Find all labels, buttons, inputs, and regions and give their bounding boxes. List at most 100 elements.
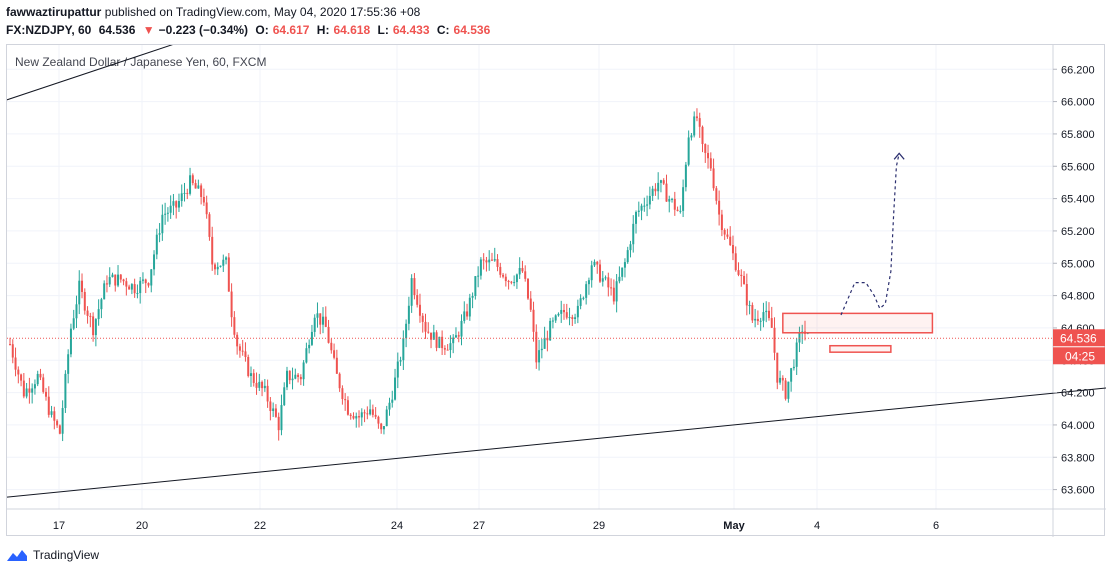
candle-body <box>563 309 565 313</box>
candle-body <box>610 287 613 289</box>
candle-body <box>230 291 233 318</box>
y-tick-label: 65.000 <box>1061 258 1095 270</box>
candle-body <box>626 250 629 263</box>
candle-body <box>482 259 485 261</box>
candle-body <box>720 214 723 231</box>
candle-body <box>657 182 660 192</box>
candle-body <box>122 279 125 282</box>
candle-body <box>272 408 275 412</box>
candle-body <box>493 259 496 261</box>
candle-body <box>496 259 499 267</box>
tradingview-logo-icon[interactable] <box>6 547 28 563</box>
candle-body <box>200 185 203 197</box>
candle-body <box>366 413 369 415</box>
candle-body <box>213 264 216 270</box>
candle-body <box>679 210 682 212</box>
candle-body <box>100 299 103 310</box>
publisher-username[interactable]: fawwaztirupattur <box>6 5 102 19</box>
candle-body <box>39 373 42 378</box>
price-axis: 66.200 66.000 65.800 65.600 65.400 65.200 65.0… <box>1053 64 1095 497</box>
candle-body <box>632 223 635 245</box>
candle-body <box>712 168 715 189</box>
candle-body <box>150 269 153 286</box>
candle-body <box>635 211 638 224</box>
candle-body <box>269 401 272 412</box>
candle-body <box>194 183 197 189</box>
candle-body <box>693 116 696 136</box>
candle-body <box>432 332 435 340</box>
candle-body <box>153 254 156 270</box>
candle-body <box>468 297 471 317</box>
candlestick-chart[interactable]: New Zealand Dollar / Japanese Yen, 60, F… <box>1 42 1112 537</box>
candle-body <box>585 284 588 298</box>
candle-body <box>249 373 252 376</box>
current-price-tag-text: 64.536 <box>1060 331 1097 345</box>
candle-body <box>252 373 255 383</box>
trendline <box>1 42 177 103</box>
candle-body <box>673 198 676 210</box>
candle-body <box>502 274 505 277</box>
candle-body <box>543 337 546 349</box>
candle-body <box>671 198 674 200</box>
candle-body <box>704 144 707 153</box>
candle-body <box>141 279 144 281</box>
candle-body <box>637 210 640 212</box>
candle-body <box>36 373 39 385</box>
candle-body <box>413 278 416 296</box>
candle-body <box>14 357 17 370</box>
candle-body <box>45 391 48 397</box>
candle-body <box>305 348 308 363</box>
candle-body <box>518 268 521 275</box>
candle-body <box>277 416 280 431</box>
candle-body <box>446 349 449 351</box>
candle-body <box>787 381 790 399</box>
brand-name[interactable]: TradingView <box>33 548 100 562</box>
candle-body <box>327 326 330 343</box>
candle-body <box>781 377 784 381</box>
candle-body <box>399 360 402 362</box>
candle-body <box>211 236 214 265</box>
candle-body <box>380 423 383 430</box>
candle-body <box>299 376 302 380</box>
candle-body <box>601 278 604 282</box>
candle-body <box>571 317 574 319</box>
candle-body <box>169 205 172 213</box>
candle-body <box>158 233 161 235</box>
candle-body <box>792 366 795 369</box>
candle-body <box>646 204 649 206</box>
candle-body <box>258 381 261 388</box>
candle-body <box>241 350 244 352</box>
candle-body <box>726 234 729 237</box>
candle-body <box>247 357 250 376</box>
supply-demand-zones <box>782 312 934 353</box>
candle-body <box>612 287 615 302</box>
candle-body <box>773 327 776 353</box>
ohlc-close-label: C: <box>436 23 450 37</box>
x-tick-label: 24 <box>391 520 403 532</box>
y-tick-label: 65.800 <box>1061 129 1095 141</box>
candle-body <box>784 380 787 399</box>
candle-body <box>97 309 100 320</box>
candle-body <box>618 276 621 282</box>
candle-body <box>310 331 313 345</box>
candle-body <box>513 282 516 284</box>
candle-body <box>283 387 286 406</box>
candle-body <box>244 351 247 358</box>
chart-frame[interactable]: New Zealand Dollar / Japanese Yen, 60, F… <box>1 42 1112 537</box>
y-tick-label: 65.600 <box>1061 161 1095 173</box>
candle-body <box>676 209 679 211</box>
candle-body <box>297 374 300 377</box>
candle-body <box>263 385 266 389</box>
candle-body <box>155 234 158 255</box>
candle-body <box>629 244 632 251</box>
candle-body <box>607 277 610 288</box>
x-tick-label: 22 <box>254 520 266 532</box>
candle-body <box>407 305 410 324</box>
candle-body <box>266 385 269 402</box>
candle-body <box>466 311 469 317</box>
candle-body <box>191 175 194 184</box>
symbol-label[interactable]: FX:NZDJPY, 60 <box>6 23 92 37</box>
candle-body <box>222 259 225 266</box>
publish-info: published on TradingView.com, May 04, 20… <box>104 5 421 19</box>
candle-body <box>427 331 430 333</box>
